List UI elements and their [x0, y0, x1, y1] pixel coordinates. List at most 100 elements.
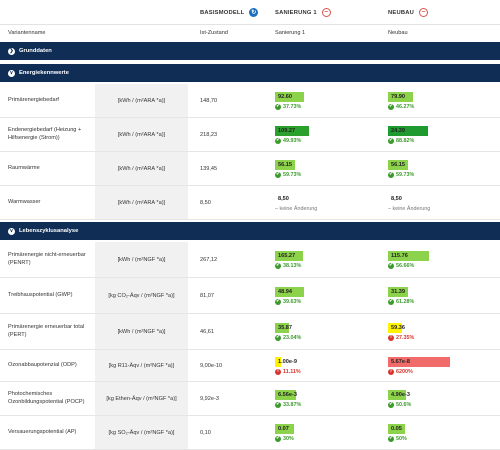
variantenname-label: Variantenname	[8, 30, 46, 36]
value-label: 4.90e-3	[391, 391, 410, 398]
neubau-cell: 0.05 ✔ 50%	[388, 416, 407, 449]
section-energiekennwerte[interactable]: ∨ Energiekennwerte	[0, 64, 500, 82]
value-label: 35.87	[278, 324, 292, 331]
value-label: 0.05	[391, 425, 402, 432]
unit-label: [kWh / (m²ARA *a)]	[95, 118, 188, 151]
delta-label: 39.63%	[283, 298, 302, 305]
warning-icon: !	[275, 368, 281, 375]
table-row: Raumwärme [kWh / (m²ARA *a)] 139,45 56.1…	[0, 152, 500, 186]
sanierung-cell: 6.56e-3 ✔ 33.87%	[275, 382, 301, 415]
value-label: 115.76	[391, 252, 408, 259]
delta-indicator: – keine Änderung	[388, 206, 430, 212]
delta-label: 61.28%	[396, 298, 415, 305]
delta-indicator: ✔ 38.13%	[275, 262, 303, 269]
delta-label: 38.13%	[283, 262, 302, 269]
section-grunddaten[interactable]: ❯ Grunddaten	[0, 42, 500, 60]
delta-indicator: – keine Änderung	[275, 206, 317, 212]
subheader-row: Variantenname Ist-Zustand Sanierung 1 Ne…	[0, 24, 500, 40]
value-bar: 1.00e-9	[275, 356, 297, 367]
value-label: 31.39	[391, 288, 405, 295]
ist-value: 9,92e-3	[200, 395, 219, 402]
neubau-cell: 59.36! 27.35%	[388, 314, 414, 349]
delta-label: 37.73%	[283, 103, 302, 110]
delta-indicator: ✔ 39.63%	[275, 298, 304, 305]
delta-label: 56.66%	[396, 262, 415, 269]
sanierung-cell: 0.07 ✔ 30%	[275, 416, 294, 449]
sanierung-cell: 109.27 ✔ 49.93%	[275, 118, 309, 151]
ist-value: 218,23	[200, 131, 218, 138]
delta-label: 11.11%	[283, 368, 301, 375]
neubau-cell: 31.39 ✔ 61.28%	[388, 278, 414, 313]
table-row: Warmwasser [kWh / (m²ARA *a)] 8,50 8,50 –…	[0, 186, 500, 220]
check-icon: ✔	[275, 334, 281, 341]
value-label: 92.60	[278, 93, 292, 100]
delta-indicator: ! 11.11%	[275, 368, 301, 375]
delta-label: 33.87%	[283, 401, 302, 408]
neubau-cell: 56.15 ✔ 59.73%	[388, 152, 414, 185]
unit-label: [kWh / (m²ARA *a)]	[95, 186, 188, 219]
check-icon: ✔	[275, 435, 281, 442]
neubau-sub-label: Neubau	[388, 30, 408, 36]
delta-indicator: ✔ 50%	[388, 435, 407, 442]
value-label: 59.36	[391, 324, 405, 331]
table-row: Primärenergie erneuerbar total (PERT) [k…	[0, 314, 500, 350]
value-bar: 115.76	[388, 250, 429, 261]
delta-label: 50.6%	[396, 401, 412, 408]
table-row: Primärenergiebedarf [kWh / (m²ARA *a)] 1…	[0, 84, 500, 118]
value-bar: 0.07	[275, 423, 294, 434]
ist-value: 46,61	[200, 328, 214, 335]
section-lebenszyklusanalyse[interactable]: ∨ Lebenszyklusanalyse	[0, 222, 500, 240]
table-row: Versauerungspotential (AP) [kg SO₂-Äqv /…	[0, 416, 500, 450]
neubau-cell: 79.90 ✔ 46.27%	[388, 84, 414, 117]
chevron-right-icon: ❯	[8, 47, 15, 55]
value-bar: 79.90	[388, 91, 413, 102]
value-bar: 48.94	[275, 286, 304, 297]
basismodell-label: BASISMODELL	[200, 9, 245, 16]
remove-neubau-icon[interactable]: −	[419, 8, 428, 17]
section-grunddaten-label: Grunddaten	[19, 48, 52, 54]
variant-name: Ozonabbaupotenzial (ODP)	[8, 361, 77, 368]
section-energie-label: Energiekennwerte	[19, 70, 69, 76]
delta-indicator: ✔ 50.6%	[388, 401, 412, 408]
delta-indicator: ✔ 46.27%	[388, 103, 414, 110]
value-bar: 6.56e-3	[275, 389, 297, 400]
ist-value: 81,07	[200, 292, 214, 299]
unit-label: [kg R11-Äqv / (m²NGF *a)]	[95, 350, 188, 381]
delta-indicator: ✔ 56.66%	[388, 262, 429, 269]
value-label: 79.90	[391, 93, 405, 100]
section-lca-label: Lebenszyklusanalyse	[19, 228, 79, 234]
refresh-icon[interactable]: ↻	[249, 8, 259, 17]
delta-label: 49.93%	[283, 137, 302, 144]
value-bar: 56.15	[275, 159, 295, 170]
neubau-header: NEUBAU −	[388, 8, 428, 17]
neubau-cell: 4.90e-3 ✔ 50.6%	[388, 382, 411, 415]
basismodell-header: BASISMODELL ↻	[200, 8, 259, 17]
sanierung-cell: 1.00e-9! 11.11%	[275, 350, 301, 381]
value-label: 1.00e-9	[278, 358, 297, 365]
value-label: 56.15	[391, 161, 405, 168]
check-icon: ✔	[275, 103, 281, 110]
value-bar: 59.36	[388, 322, 405, 333]
value-bar: 109.27	[275, 125, 309, 136]
check-icon: ✔	[388, 103, 394, 110]
unit-label: [kg SO₂-Äqv / (m²NGF *a)]	[95, 416, 188, 449]
delta-label: 30%	[283, 435, 294, 442]
remove-sanierung-icon[interactable]: −	[321, 8, 331, 17]
delta-indicator: ✔ 61.28%	[388, 298, 415, 305]
value-label: 8,50	[391, 195, 402, 202]
value-label: 8,50	[278, 195, 289, 202]
ist-value: 9,00e-10	[200, 362, 223, 369]
value-bar: 92.60	[275, 91, 304, 102]
variant-name: Endenergiebedarf (Heizung + Hilfsenergie…	[8, 126, 82, 141]
variant-name: Photochemisches Ozonbildungspotential (P…	[8, 390, 85, 405]
value-bar: 35.87	[275, 322, 292, 333]
ist-value: 148,70	[200, 97, 218, 104]
value-label: 6.56e-3	[278, 391, 297, 398]
delta-indicator: ✔ 59.73%	[388, 171, 414, 178]
unit-label: [kg Ethen-Äqv / (m²NGF *a)]	[95, 382, 188, 415]
check-icon: ✔	[275, 171, 281, 178]
value-label: 109.27	[278, 127, 296, 134]
ist-value: 267,12	[200, 256, 218, 263]
value-plain: 8,50	[275, 194, 317, 204]
ist-value: 139,45	[200, 165, 218, 172]
